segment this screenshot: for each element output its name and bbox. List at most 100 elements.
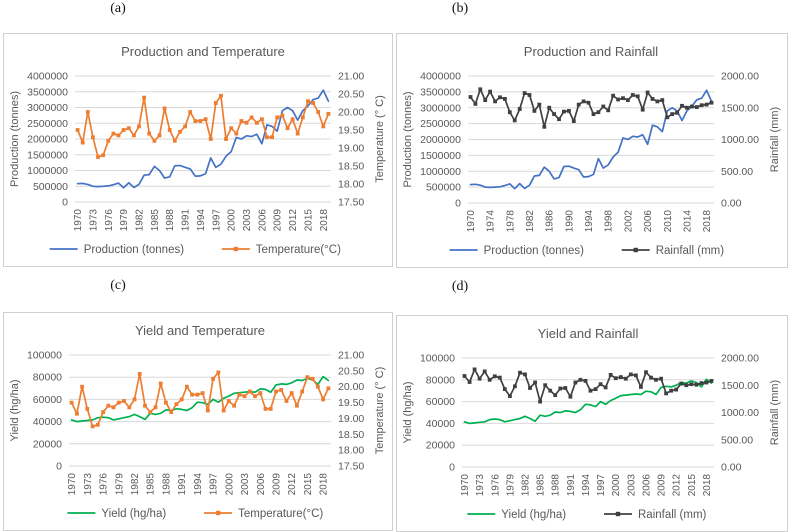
svg-text:1973: 1973 — [88, 209, 99, 232]
svg-text:Rainfall (mm): Rainfall (mm) — [769, 107, 781, 172]
svg-text:80000: 80000 — [33, 372, 62, 384]
chart-panel-production-temperature: 4000000 3500000 3000000 2500000 2000000 15000… — [3, 33, 393, 267]
svg-text:1994: 1994 — [584, 210, 595, 233]
svg-text:2009: 2009 — [272, 473, 283, 496]
svg-text:1976: 1976 — [490, 474, 501, 497]
svg-text:4000000: 4000000 — [27, 71, 68, 83]
svg-text:500.00: 500.00 — [721, 434, 753, 446]
svg-text:2002: 2002 — [623, 210, 634, 233]
svg-text:2000000: 2000000 — [27, 134, 68, 146]
svg-text:2006: 2006 — [256, 473, 267, 496]
svg-text:1998: 1998 — [604, 210, 615, 233]
svg-text:Yield and Temperature: Yield and Temperature — [135, 323, 265, 338]
svg-text:Yield (hg/ha): Yield (hg/ha) — [501, 509, 566, 521]
svg-text:Rainfall (mm): Rainfall (mm) — [638, 509, 707, 521]
svg-text:1970: 1970 — [460, 474, 471, 497]
svg-text:2000.00: 2000.00 — [721, 71, 759, 83]
svg-text:2000: 2000 — [224, 473, 235, 496]
svg-text:Production (tonnes): Production (tonnes) — [484, 245, 585, 257]
svg-text:2009: 2009 — [273, 209, 284, 232]
svg-text:40000: 40000 — [426, 418, 455, 430]
svg-text:0: 0 — [449, 462, 455, 474]
svg-text:1982: 1982 — [135, 209, 146, 232]
svg-text:0.00: 0.00 — [721, 198, 742, 210]
svg-text:1991: 1991 — [177, 473, 188, 496]
svg-text:Rainfall (mm): Rainfall (mm) — [769, 380, 781, 445]
chart-panel-production-rainfall: 4000000 3500000 3000000 2500000 2000000 15000… — [396, 33, 788, 268]
svg-text:2014: 2014 — [682, 210, 693, 233]
svg-text:Temperature(°C): Temperature(°C) — [238, 508, 323, 520]
svg-text:2015: 2015 — [303, 473, 314, 496]
svg-text:1970: 1970 — [73, 209, 84, 232]
svg-text:20.50: 20.50 — [338, 89, 364, 101]
svg-text:Production (tonnes): Production (tonnes) — [9, 91, 21, 187]
svg-text:Temperature (° C): Temperature (° C) — [374, 367, 386, 455]
svg-text:18.00: 18.00 — [338, 445, 364, 457]
svg-text:1000.00: 1000.00 — [721, 134, 759, 146]
svg-text:19.50: 19.50 — [338, 397, 364, 409]
svg-text:20000: 20000 — [426, 440, 455, 452]
yield-temperature-chart: 100000 80000 60000 40000 20000 0 21.00 20.50 20.… — [9, 323, 386, 520]
svg-text:2006: 2006 — [643, 210, 654, 233]
svg-text:19.50: 19.50 — [338, 125, 364, 137]
svg-text:2003: 2003 — [626, 474, 637, 497]
svg-text:Yield (hg/ha): Yield (hg/ha) — [101, 508, 166, 520]
svg-text:2500000: 2500000 — [420, 118, 461, 130]
svg-text:1979: 1979 — [119, 209, 130, 232]
svg-text:60000: 60000 — [33, 394, 62, 406]
svg-text:1982: 1982 — [525, 210, 536, 233]
svg-text:2012: 2012 — [672, 474, 683, 497]
svg-text:1973: 1973 — [83, 473, 94, 496]
svg-text:1000.00: 1000.00 — [721, 407, 759, 419]
svg-text:1974: 1974 — [486, 210, 497, 233]
svg-text:1988: 1988 — [165, 209, 176, 232]
chart-panel-yield-rainfall: 100000 80000 60000 40000 20000 0 2000.00 1500.0… — [396, 315, 788, 532]
svg-text:2500000: 2500000 — [27, 118, 68, 130]
svg-text:1000000: 1000000 — [420, 166, 461, 178]
svg-text:1500000: 1500000 — [27, 149, 68, 161]
svg-text:1970: 1970 — [67, 473, 78, 496]
svg-text:1991: 1991 — [566, 474, 577, 497]
svg-text:2000: 2000 — [611, 474, 622, 497]
svg-text:2012: 2012 — [287, 473, 298, 496]
svg-text:1994: 1994 — [581, 474, 592, 497]
svg-text:1970: 1970 — [466, 210, 477, 233]
svg-text:80000: 80000 — [426, 374, 455, 386]
svg-text:500.00: 500.00 — [721, 166, 753, 178]
svg-text:20.00: 20.00 — [338, 107, 364, 119]
svg-text:2018: 2018 — [702, 474, 713, 497]
svg-text:1976: 1976 — [104, 209, 115, 232]
svg-text:1979: 1979 — [505, 474, 516, 497]
yield-rainfall-chart: 100000 80000 60000 40000 20000 0 2000.00 1500.0… — [402, 326, 781, 521]
svg-text:Production and Rainfall: Production and Rainfall — [524, 44, 659, 59]
svg-text:Temperature (° C): Temperature (° C) — [374, 95, 386, 183]
svg-text:2018: 2018 — [319, 209, 330, 232]
svg-text:1985: 1985 — [146, 473, 157, 496]
svg-text:2006: 2006 — [642, 474, 653, 497]
svg-text:20.50: 20.50 — [338, 365, 364, 377]
figure-label-c: (c) — [110, 278, 126, 293]
svg-text:2018: 2018 — [702, 210, 713, 233]
figure-label-d: (d) — [451, 279, 469, 294]
svg-text:Yield (hg/ha): Yield (hg/ha) — [9, 380, 21, 442]
svg-text:21.00: 21.00 — [338, 71, 364, 83]
svg-text:Yield (hg/ha): Yield (hg/ha) — [402, 382, 414, 444]
svg-text:19.00: 19.00 — [338, 413, 364, 425]
svg-text:1500.00: 1500.00 — [721, 102, 759, 114]
svg-text:3500000: 3500000 — [420, 86, 461, 98]
svg-text:Yield and Rainfall: Yield and Rainfall — [538, 326, 639, 341]
svg-text:3000000: 3000000 — [420, 102, 461, 114]
svg-text:100000: 100000 — [27, 350, 62, 362]
svg-text:500000: 500000 — [426, 182, 461, 194]
svg-text:1985: 1985 — [150, 209, 161, 232]
svg-text:1997: 1997 — [211, 209, 222, 232]
svg-text:2018: 2018 — [319, 473, 330, 496]
svg-text:2006: 2006 — [257, 209, 268, 232]
svg-text:Production (tonnes): Production (tonnes) — [84, 244, 185, 256]
figure-label-b: (b) — [451, 1, 469, 16]
svg-text:0: 0 — [62, 197, 68, 209]
svg-text:1988: 1988 — [161, 473, 172, 496]
svg-text:2000.00: 2000.00 — [721, 353, 759, 365]
svg-text:1982: 1982 — [521, 474, 532, 497]
svg-text:1978: 1978 — [505, 210, 516, 233]
